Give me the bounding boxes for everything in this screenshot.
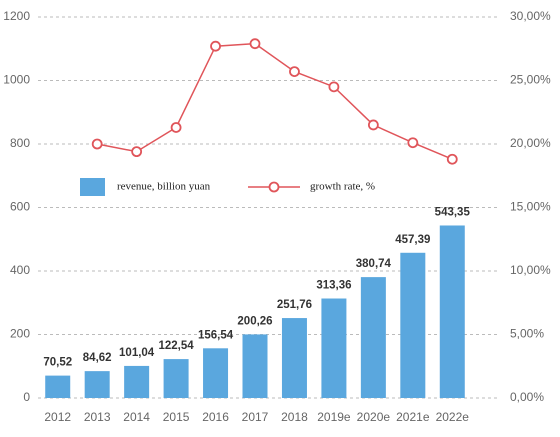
legend-swatch <box>80 178 105 196</box>
value-label: 251,76 <box>277 299 312 311</box>
bar <box>84 371 110 398</box>
value-label: 122,54 <box>158 340 194 352</box>
value-label: 70,52 <box>43 357 72 369</box>
x-tick-label: 2016 <box>202 410 229 424</box>
point <box>131 146 143 158</box>
legend-label: growth rate, % <box>310 181 375 193</box>
legend-swatch <box>268 181 280 193</box>
y-tick-label: 1200 <box>3 9 30 23</box>
x-tick-label: 2015 <box>163 410 190 424</box>
bar <box>321 298 347 398</box>
y2-tick-label: 25,00% <box>510 73 551 87</box>
y2-tick-label: 30,00% <box>510 9 551 23</box>
value-label: 380,74 <box>356 258 392 270</box>
y2-tick-label: 10,00% <box>510 263 551 277</box>
value-label: 543,35 <box>435 207 471 219</box>
bar <box>124 365 150 398</box>
point <box>91 138 103 150</box>
point <box>407 137 419 149</box>
y-tick-label: 400 <box>10 263 30 277</box>
x-tick-label: 2020e <box>357 410 391 424</box>
bar <box>360 277 386 398</box>
y-tick-label: 800 <box>10 136 30 150</box>
point <box>170 122 182 133</box>
y2-tick-label: 20,00% <box>510 136 551 150</box>
y-tick-label: 0 <box>23 390 30 404</box>
bar <box>45 375 71 398</box>
point <box>367 119 379 131</box>
x-tick-label: 2018 <box>281 410 308 424</box>
y-tick-label: 200 <box>10 327 30 341</box>
bar <box>163 359 189 398</box>
x-tick-label: 2013 <box>84 410 111 424</box>
bar <box>439 225 465 398</box>
legend-label: revenue, billion yuan <box>117 181 211 193</box>
point <box>446 153 458 165</box>
bar <box>203 348 229 398</box>
bar <box>281 318 307 398</box>
line <box>97 42 453 160</box>
y2-tick-label: 0,00% <box>510 390 544 404</box>
point <box>249 38 261 50</box>
point <box>210 40 221 52</box>
bar <box>400 252 426 398</box>
value-label: 457,39 <box>395 234 430 246</box>
y2-tick-label: 5,00% <box>510 327 544 341</box>
value-label: 313,36 <box>316 280 351 292</box>
x-tick-label: 2014 <box>123 410 150 424</box>
point <box>289 66 300 78</box>
point <box>328 81 340 93</box>
x-tick-label: 2017 <box>242 410 269 424</box>
y-tick-label: 600 <box>10 200 30 214</box>
value-label: 101,04 <box>119 347 155 359</box>
y2-tick-label: 15,00% <box>510 200 551 214</box>
value-label: 84,62 <box>83 352 112 364</box>
value-label: 156,54 <box>198 329 234 341</box>
x-tick-label: 2022e <box>436 410 470 424</box>
x-tick-label: 2012 <box>44 410 71 424</box>
value-label: 200,26 <box>237 315 272 327</box>
bar <box>242 334 268 398</box>
x-tick-label: 2021e <box>396 410 430 424</box>
y-tick-label: 1000 <box>3 73 30 87</box>
x-tick-label: 2019e <box>317 410 351 424</box>
